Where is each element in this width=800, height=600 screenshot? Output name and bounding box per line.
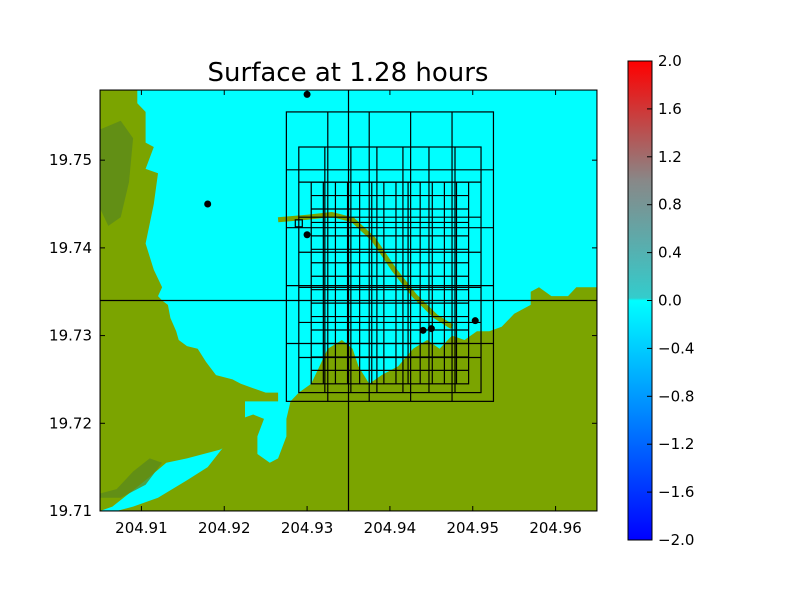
colorbar-ticks: 2.0 1.6 1.2 0.8 0.4 0.0 −0.4 −0.8 −1.2 −1.6 −2.0 [647, 52, 694, 549]
y-tick-label: 19.75 [49, 151, 92, 169]
x-tick-label: 204.92 [198, 519, 251, 537]
grid-patch-level-3 [298, 146, 482, 394]
gauge-point [471, 317, 479, 325]
colorbar-tick-label: −2.0 [658, 531, 694, 549]
gauge-point [427, 325, 435, 333]
grid-patch-level-2 [285, 111, 495, 402]
colorbar-tick-label: 2.0 [658, 52, 682, 70]
colorbar-tick-label: −0.8 [658, 387, 694, 405]
colorbar-tick-label: 0.0 [658, 292, 682, 310]
x-tick-label: 204.94 [364, 519, 417, 537]
colorbar-tick-label: 1.2 [658, 148, 682, 166]
y-tick-label: 19.71 [49, 502, 92, 520]
colorbar: 2.0 1.6 1.2 0.8 0.4 0.0 −0.4 −0.8 −1.2 −1.6 −2.0 [627, 52, 694, 549]
land-region [100, 90, 279, 511]
y-tick-label: 19.72 [49, 414, 92, 432]
plot-area [100, 90, 597, 511]
colorbar-tick-label: 1.6 [658, 100, 682, 118]
grid-patch-level-4 [310, 181, 470, 385]
colorbar-tick-label: −1.6 [658, 483, 694, 501]
gauge-point [303, 231, 311, 239]
colorbar-tick-label: −1.2 [658, 435, 694, 453]
x-tick-label: 204.95 [447, 519, 500, 537]
x-tick-label: 204.93 [281, 519, 334, 537]
plot-frame [99, 89, 598, 512]
x-tick-label: 204.96 [529, 519, 582, 537]
chart-title: Surface at 1.28 hours [208, 58, 489, 88]
x-axis: 204.91 204.92 204.93 204.94 204.95 204.96 [115, 90, 582, 537]
gauge-point [419, 326, 427, 334]
land-elevation-region [100, 120, 134, 226]
land-elevation-region [100, 458, 163, 498]
colorbar-tick-label: 0.4 [658, 244, 682, 262]
colorbar-tick-label: 0.8 [658, 196, 682, 214]
y-axis: 19.71 19.72 19.73 19.74 19.75 [49, 151, 597, 520]
y-tick-label: 19.73 [49, 327, 92, 345]
amr-grid-layer [100, 90, 597, 511]
gauge-point [204, 200, 212, 208]
colorbar-tick-label: −0.4 [658, 339, 694, 357]
gauge-square-marker [294, 219, 303, 228]
y-tick-label: 19.74 [49, 239, 92, 257]
gauge-layer [204, 90, 479, 334]
x-tick-label: 204.91 [115, 519, 168, 537]
